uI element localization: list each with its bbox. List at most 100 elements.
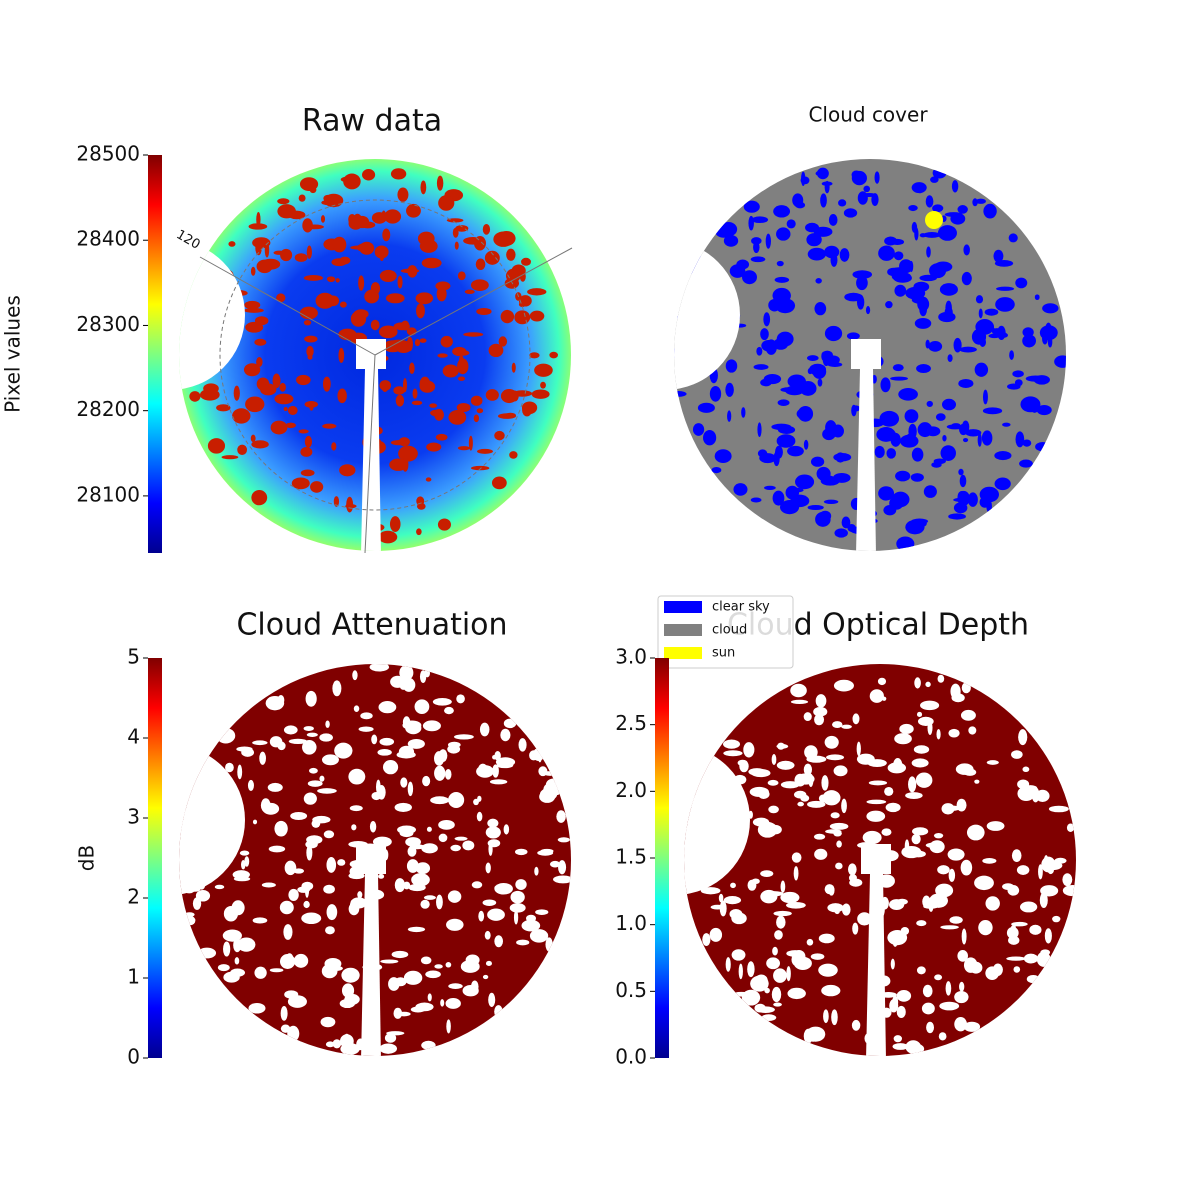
sky-spot xyxy=(1026,974,1040,984)
sky-spot xyxy=(492,764,499,778)
sky-spot xyxy=(1043,855,1049,869)
sky-spot xyxy=(892,364,904,372)
sky-spot xyxy=(787,445,804,457)
sky-spot xyxy=(807,505,824,511)
sky-spot xyxy=(402,716,411,728)
sky-spot xyxy=(962,437,969,443)
sky-spot xyxy=(322,423,337,429)
sky-spot xyxy=(767,779,779,786)
sky-spot xyxy=(482,899,497,906)
sky-spot xyxy=(325,1041,335,1048)
sky-spot xyxy=(395,394,405,407)
sky-spot xyxy=(321,754,339,766)
sky-spot xyxy=(882,696,887,701)
sky-spot xyxy=(239,850,250,856)
sky-spot xyxy=(453,734,474,740)
sky-spot xyxy=(463,332,484,337)
sky-spot xyxy=(793,956,812,970)
sky-spot xyxy=(834,528,848,538)
sky-spot xyxy=(343,1033,351,1049)
sky-spot xyxy=(975,295,984,304)
mast xyxy=(361,874,381,1056)
sky-spot xyxy=(951,180,959,193)
sky-spot xyxy=(254,966,267,979)
sky-spot xyxy=(937,865,950,875)
sky-spot xyxy=(437,518,451,531)
sky-spot xyxy=(433,751,445,766)
sky-spot xyxy=(306,245,312,259)
sky-spot xyxy=(407,846,417,857)
sky-spot xyxy=(379,269,397,283)
sky-spot xyxy=(416,303,425,319)
sky-spot xyxy=(494,430,505,441)
sky-spot xyxy=(1044,928,1052,944)
sky-spot xyxy=(725,382,734,397)
sky-spot xyxy=(896,1005,906,1019)
sky-spot xyxy=(914,317,932,329)
sky-spot xyxy=(1018,729,1028,746)
sky-spot xyxy=(831,1009,838,1026)
sky-spot xyxy=(397,187,409,202)
sky-spot xyxy=(440,999,445,1007)
sky-spot xyxy=(884,236,898,246)
sky-spot xyxy=(1028,401,1038,407)
sky-spot xyxy=(362,169,376,181)
sky-spot xyxy=(909,260,914,273)
sky-spot xyxy=(488,842,493,856)
sky-spot xyxy=(521,257,531,266)
sky-spot xyxy=(262,802,280,815)
sky-spot xyxy=(456,694,465,704)
sky-spot xyxy=(403,881,411,890)
sky-spot xyxy=(965,429,982,437)
sky-spot xyxy=(425,477,432,482)
sky-spot xyxy=(260,383,277,396)
sky-spot xyxy=(340,176,359,183)
sky-spot xyxy=(1054,857,1067,864)
sky-spot xyxy=(446,218,464,223)
mast-top xyxy=(356,844,386,874)
sky-spot xyxy=(436,894,443,910)
sky-spot xyxy=(432,697,452,706)
sky-spot xyxy=(302,218,313,233)
sky-spot xyxy=(1002,422,1011,427)
sky-spot xyxy=(402,676,408,682)
sky-spot xyxy=(337,859,346,866)
sky-spot xyxy=(444,706,454,715)
sky-spot xyxy=(1023,953,1039,964)
sky-spot xyxy=(247,779,254,791)
sky-spot xyxy=(747,961,755,978)
sky-spot xyxy=(911,221,918,233)
sky-spot xyxy=(995,297,1015,312)
sky-spot xyxy=(425,970,441,979)
sky-spot xyxy=(389,458,408,471)
sky-spot xyxy=(731,949,746,961)
sky-spot xyxy=(974,362,989,377)
sky-spot xyxy=(942,434,947,442)
sky-spot xyxy=(350,310,367,327)
sky-spot xyxy=(358,726,374,732)
sky-spot xyxy=(537,849,554,856)
sky-spot xyxy=(299,306,318,320)
sky-spot xyxy=(300,446,313,457)
sky-spot xyxy=(928,341,943,352)
sky-spot xyxy=(243,307,264,313)
sky-spot xyxy=(1013,966,1021,973)
sky-spot xyxy=(291,477,310,490)
sky-spot xyxy=(358,275,365,291)
sky-spot xyxy=(700,887,721,895)
sky-spot xyxy=(394,878,406,893)
sky-spot xyxy=(838,199,847,207)
colorbar-tick-label: 2.0 xyxy=(615,778,647,802)
sky-spot xyxy=(915,772,933,788)
sky-spot xyxy=(214,884,225,890)
sky-spot xyxy=(935,413,946,421)
sky-spot xyxy=(863,185,871,193)
sky-spot xyxy=(409,362,415,375)
sky-spot xyxy=(256,259,273,274)
sky-spot xyxy=(790,699,809,704)
sky-spot xyxy=(714,449,732,464)
sky-spot xyxy=(912,827,929,836)
sky-spot xyxy=(322,376,331,392)
sky-spot xyxy=(445,998,461,1009)
sky-spot xyxy=(917,187,923,194)
